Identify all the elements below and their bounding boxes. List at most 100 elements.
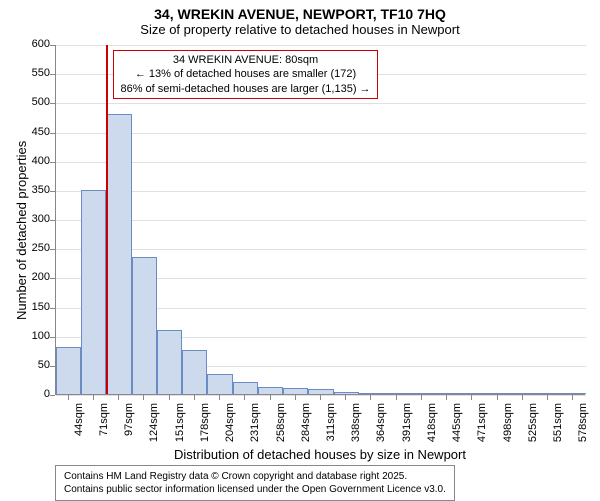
x-tick xyxy=(295,395,296,400)
x-tick-label: 231sqm xyxy=(249,403,261,453)
x-tick-label: 525sqm xyxy=(527,403,539,453)
histogram-bar xyxy=(258,387,283,394)
x-tick xyxy=(370,395,371,400)
histogram-bar xyxy=(359,393,384,394)
y-tick xyxy=(50,249,55,250)
x-tick xyxy=(396,395,397,400)
x-tick xyxy=(522,395,523,400)
histogram-bar xyxy=(561,393,586,394)
x-tick-label: 418sqm xyxy=(426,403,438,453)
annotation-line: ← 13% of detached houses are smaller (17… xyxy=(120,67,370,81)
y-tick xyxy=(50,45,55,46)
y-tick-label: 400 xyxy=(22,155,50,167)
x-tick xyxy=(68,395,69,400)
gridline xyxy=(56,191,586,192)
x-tick xyxy=(446,395,447,400)
histogram-bar xyxy=(485,393,510,394)
gridline xyxy=(56,162,586,163)
chart-subtitle: Size of property relative to detached ho… xyxy=(0,22,600,37)
gridline xyxy=(56,220,586,221)
histogram-bar xyxy=(132,257,157,394)
histogram-bar xyxy=(182,350,207,394)
x-tick-label: 258sqm xyxy=(275,403,287,453)
y-tick xyxy=(50,191,55,192)
gridline xyxy=(56,45,586,46)
x-tick xyxy=(270,395,271,400)
histogram-bar xyxy=(536,393,561,394)
y-tick-label: 150 xyxy=(22,301,50,313)
x-tick-label: 391sqm xyxy=(401,403,413,453)
y-tick xyxy=(50,337,55,338)
x-tick xyxy=(194,395,195,400)
x-tick-label: 498sqm xyxy=(502,403,514,453)
gridline xyxy=(56,103,586,104)
gridline xyxy=(56,249,586,250)
gridline xyxy=(56,133,586,134)
x-tick xyxy=(345,395,346,400)
footer-attribution: Contains HM Land Registry data © Crown c… xyxy=(55,465,455,501)
chart-title: 34, WREKIN AVENUE, NEWPORT, TF10 7HQ xyxy=(0,0,600,22)
y-tick-label: 100 xyxy=(22,330,50,342)
y-tick xyxy=(50,220,55,221)
x-tick xyxy=(169,395,170,400)
y-tick xyxy=(50,74,55,75)
x-tick-label: 204sqm xyxy=(224,403,236,453)
y-tick-label: 500 xyxy=(22,96,50,108)
reference-line xyxy=(106,45,108,394)
annotation-box: 34 WREKIN AVENUE: 80sqm ← 13% of detache… xyxy=(113,50,377,99)
histogram-bar xyxy=(157,330,182,394)
histogram-bar xyxy=(409,393,434,394)
x-tick-label: 578sqm xyxy=(577,403,589,453)
x-tick xyxy=(244,395,245,400)
y-tick xyxy=(50,133,55,134)
histogram-bar xyxy=(106,114,131,394)
x-tick-label: 551sqm xyxy=(552,403,564,453)
y-tick-label: 450 xyxy=(22,126,50,138)
footer-line: Contains HM Land Registry data © Crown c… xyxy=(64,470,446,483)
x-tick xyxy=(219,395,220,400)
y-tick-label: 300 xyxy=(22,213,50,225)
histogram-bar xyxy=(435,393,460,394)
histogram-bar xyxy=(56,347,81,394)
x-tick-label: 471sqm xyxy=(476,403,488,453)
histogram-bar xyxy=(460,393,485,394)
y-tick-label: 250 xyxy=(22,242,50,254)
y-tick xyxy=(50,395,55,396)
x-tick xyxy=(547,395,548,400)
x-tick-label: 44sqm xyxy=(73,403,85,453)
x-tick xyxy=(320,395,321,400)
y-tick-label: 550 xyxy=(22,67,50,79)
x-tick xyxy=(93,395,94,400)
histogram-chart: 34, WREKIN AVENUE, NEWPORT, TF10 7HQ Siz… xyxy=(0,0,600,500)
annotation-line: 86% of semi-detached houses are larger (… xyxy=(120,82,370,96)
gridline xyxy=(56,395,586,396)
x-tick xyxy=(421,395,422,400)
histogram-bar xyxy=(384,393,409,394)
histogram-bar xyxy=(308,389,333,394)
x-tick-label: 364sqm xyxy=(375,403,387,453)
y-tick xyxy=(50,103,55,104)
x-tick-label: 284sqm xyxy=(300,403,312,453)
annotation-line: 34 WREKIN AVENUE: 80sqm xyxy=(120,53,370,67)
x-tick-label: 178sqm xyxy=(199,403,211,453)
y-tick-label: 200 xyxy=(22,271,50,283)
y-tick-label: 50 xyxy=(22,359,50,371)
y-tick xyxy=(50,308,55,309)
histogram-bar xyxy=(510,393,535,394)
y-tick-label: 600 xyxy=(22,38,50,50)
x-tick-label: 97sqm xyxy=(123,403,135,453)
histogram-bar xyxy=(207,374,232,394)
x-tick xyxy=(143,395,144,400)
x-tick-label: 311sqm xyxy=(325,403,337,453)
histogram-bar xyxy=(233,382,258,394)
x-tick-label: 151sqm xyxy=(174,403,186,453)
histogram-bar xyxy=(283,388,308,394)
y-tick xyxy=(50,366,55,367)
x-tick xyxy=(471,395,472,400)
x-tick xyxy=(497,395,498,400)
footer-line: Contains public sector information licen… xyxy=(64,483,446,496)
histogram-bar xyxy=(81,190,106,394)
x-tick xyxy=(572,395,573,400)
histogram-bar xyxy=(334,392,359,394)
y-tick-label: 350 xyxy=(22,184,50,196)
